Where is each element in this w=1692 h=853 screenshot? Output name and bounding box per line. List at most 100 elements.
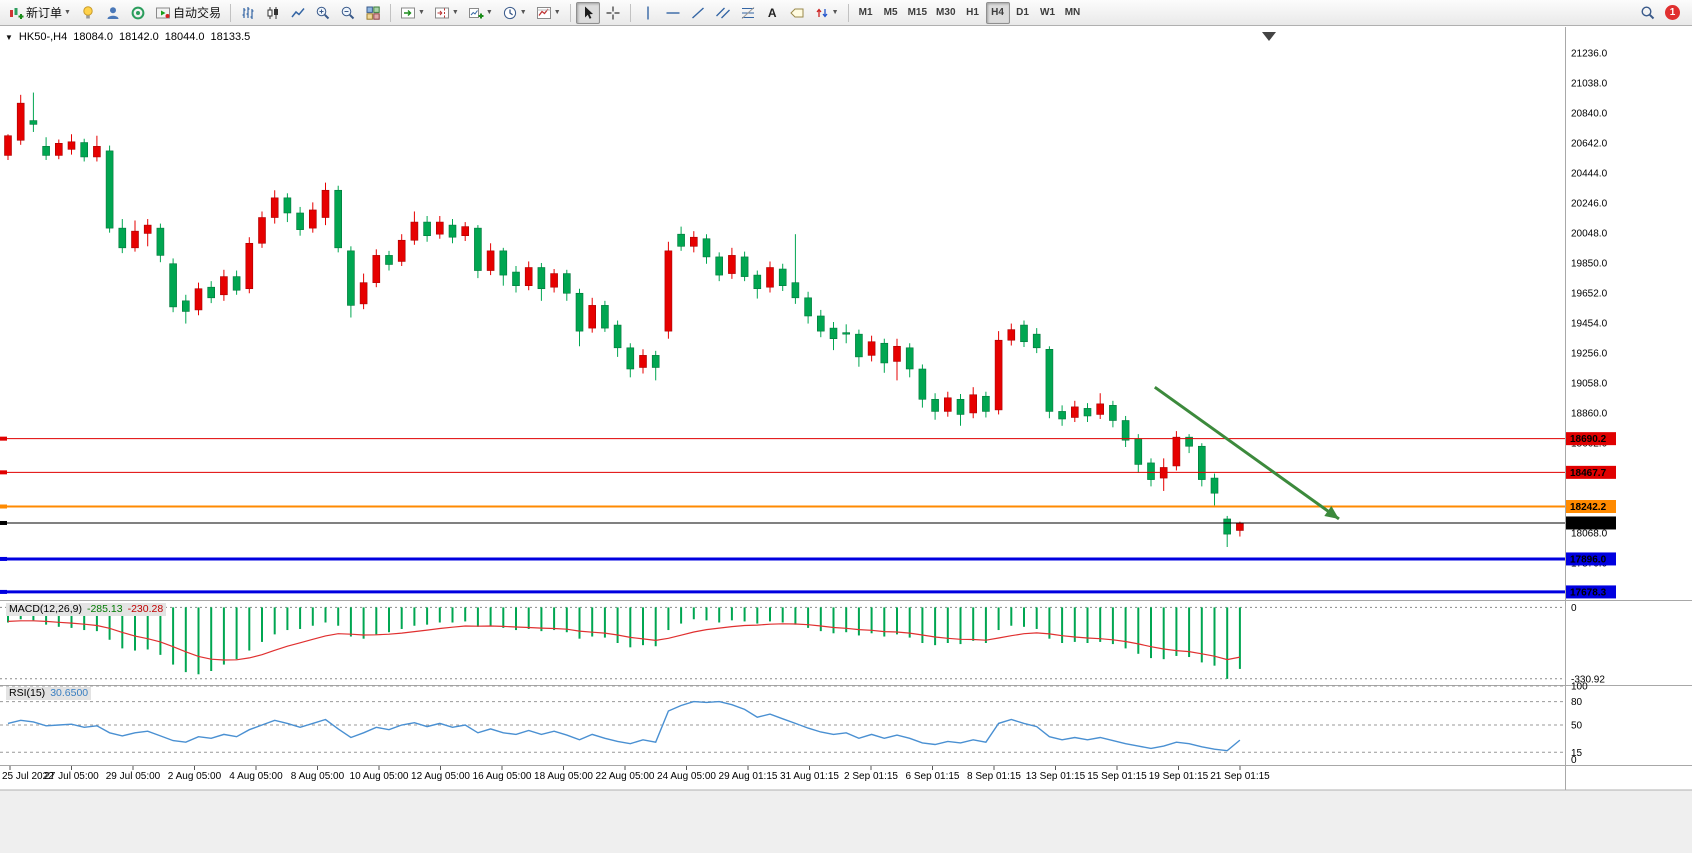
candle-body <box>626 347 635 370</box>
line-handle[interactable] <box>0 520 7 525</box>
macd-name: MACD(12,26,9) <box>9 603 82 615</box>
trendline-icon <box>691 6 704 19</box>
candle-body <box>207 286 215 299</box>
line-handle[interactable] <box>0 556 7 561</box>
price-tag-18467.7[interactable] <box>1566 465 1616 479</box>
candle-body <box>16 102 25 141</box>
toolbar-separator <box>229 3 231 22</box>
chart-line-button[interactable] <box>286 2 310 24</box>
vertical-line-tool-button[interactable] <box>636 2 660 24</box>
trendline-tool-button[interactable] <box>686 2 710 24</box>
autotrade-label: 自动交易 <box>172 6 221 20</box>
line-handle[interactable] <box>0 470 7 475</box>
chevron-down-icon: ▼ <box>553 9 561 16</box>
candle-body <box>1096 403 1104 415</box>
timeframe-button-mn[interactable]: MN <box>1064 7 1081 18</box>
timeframe-button-m15[interactable]: M15 <box>907 7 928 18</box>
price-tag-17678.3[interactable] <box>1566 585 1616 599</box>
lamp-button[interactable] <box>76 2 100 24</box>
timeframe-button-w1[interactable]: W1 <box>1040 7 1055 18</box>
price-tag-18133.5[interactable] <box>1566 516 1616 530</box>
zoom-in-icon <box>316 6 330 19</box>
auto-scroll-icon <box>400 7 415 18</box>
svg-text:18068.0: 18068.0 <box>1571 528 1608 539</box>
toolbar-separator <box>389 3 391 22</box>
candle-body <box>512 271 520 286</box>
candle-body <box>270 197 279 218</box>
candle-body <box>537 267 546 290</box>
macd-indicator-label[interactable]: MACD(12,26,9) -285.13 -230.28 <box>6 603 167 616</box>
zoom-out-button[interactable] <box>336 2 360 24</box>
price-axis[interactable]: 21236.0 21038.0 20840.0 20642.0 20444.0 20246… <box>1571 49 1608 570</box>
line-handle[interactable] <box>0 504 7 509</box>
svg-text:0: 0 <box>1571 755 1577 766</box>
toolbar-separator <box>569 3 571 22</box>
trend-arrow-annotation[interactable] <box>1153 385 1340 521</box>
candle-body <box>550 273 558 288</box>
crosshair-tool-button[interactable] <box>601 2 625 24</box>
autotrade-button[interactable]: 自动交易 <box>151 2 225 24</box>
timeframe-button-m30[interactable]: M30 <box>936 7 956 18</box>
candle-body <box>956 398 965 415</box>
candle-body <box>1236 522 1244 531</box>
templates-icon <box>536 6 551 19</box>
svg-text:50: 50 <box>1571 721 1583 732</box>
profile-button[interactable] <box>101 2 125 24</box>
candle-body <box>905 347 914 370</box>
candle-body <box>486 250 495 271</box>
candle-body <box>1198 445 1206 480</box>
chart-candles-button[interactable] <box>261 2 285 24</box>
svg-text:2 Aug 05:00: 2 Aug 05:00 <box>168 771 222 782</box>
timeframe-button-h4[interactable]: H4 <box>985 1 1010 24</box>
rsi-indicator-label[interactable]: RSI(15) 30.6500 <box>6 687 92 700</box>
new-order-button[interactable]: 新订单 ▼ <box>4 2 75 24</box>
candle-body <box>105 150 114 229</box>
horizontal-line-icon <box>666 11 680 14</box>
chevron-down-icon: ▼ <box>485 9 493 16</box>
timeframe-button-h1[interactable]: H1 <box>966 7 979 18</box>
community-button[interactable] <box>126 2 150 24</box>
chart-shift-marker[interactable] <box>1262 32 1276 41</box>
chart-menu-icon[interactable]: ▼ <box>5 32 13 42</box>
price-tag-17896.0[interactable] <box>1566 552 1616 566</box>
candle-body <box>385 255 393 265</box>
chart-shift-button[interactable]: ▼ <box>430 2 463 24</box>
svg-text:8 Sep 01:15: 8 Sep 01:15 <box>967 771 1021 782</box>
svg-text:22 Aug 05:00: 22 Aug 05:00 <box>596 771 655 782</box>
price-tag-18242.2[interactable] <box>1566 500 1616 514</box>
line-chart-icon <box>291 7 305 17</box>
line-handle[interactable] <box>0 436 7 441</box>
channel-tool-button[interactable] <box>711 2 735 24</box>
auto-scroll-button[interactable]: ▼ <box>396 2 429 24</box>
candle-body <box>982 395 990 412</box>
notification-badge[interactable]: 1 <box>1665 5 1680 20</box>
templates-button[interactable]: ▼ <box>532 2 565 24</box>
text-tool-button[interactable]: A <box>761 2 784 24</box>
candle-body <box>42 146 50 156</box>
tile-windows-button[interactable] <box>361 2 385 24</box>
periods-button[interactable]: ▼ <box>498 2 531 24</box>
arrows-tool-button[interactable]: ▼ <box>810 2 843 24</box>
cursor-tool-button[interactable] <box>575 1 600 24</box>
svg-text:20048.0: 20048.0 <box>1571 228 1608 239</box>
timeframe-button-m5[interactable]: M5 <box>883 7 898 18</box>
horizontal-line-tool-button[interactable] <box>661 2 685 24</box>
candle-body <box>867 341 876 356</box>
svg-text:4 Aug 05:00: 4 Aug 05:00 <box>229 771 283 782</box>
chart-bars-button[interactable] <box>236 2 260 24</box>
candle-body <box>1147 462 1155 480</box>
candle-body <box>575 292 584 332</box>
fibonacci-tool-button[interactable] <box>736 2 760 24</box>
label-tool-button[interactable] <box>785 2 809 24</box>
zoom-in-button[interactable] <box>311 2 335 24</box>
line-handle[interactable] <box>0 589 7 594</box>
timeframe-button-d1[interactable]: D1 <box>1016 7 1029 18</box>
price-tag-18690.2[interactable] <box>1566 432 1616 446</box>
new-chart-button[interactable]: ▼ <box>464 2 497 24</box>
svg-text:20246.0: 20246.0 <box>1571 198 1608 209</box>
candle-body <box>855 333 863 358</box>
timeframe-button-m1[interactable]: M1 <box>858 7 873 18</box>
search-button[interactable] <box>1636 2 1660 24</box>
